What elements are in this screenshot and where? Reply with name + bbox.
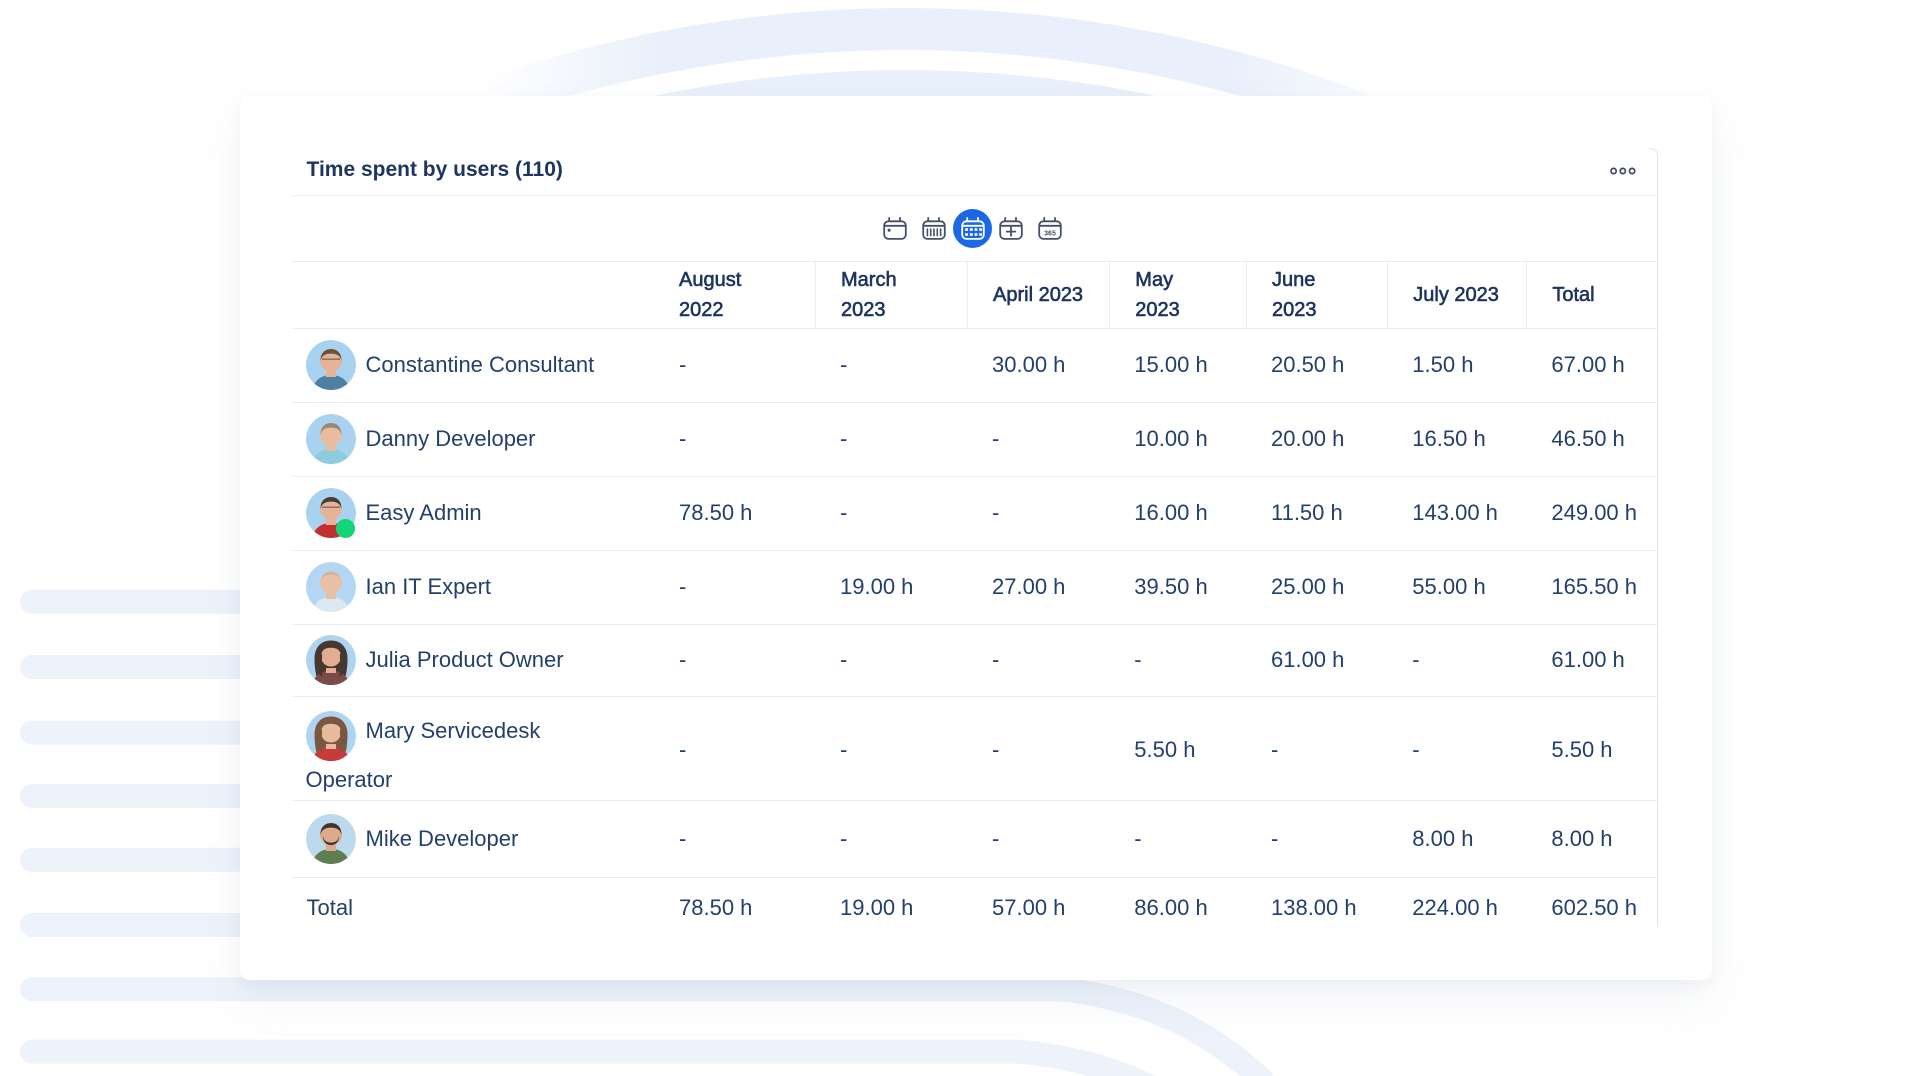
svg-text:365: 365 [1044, 231, 1056, 238]
